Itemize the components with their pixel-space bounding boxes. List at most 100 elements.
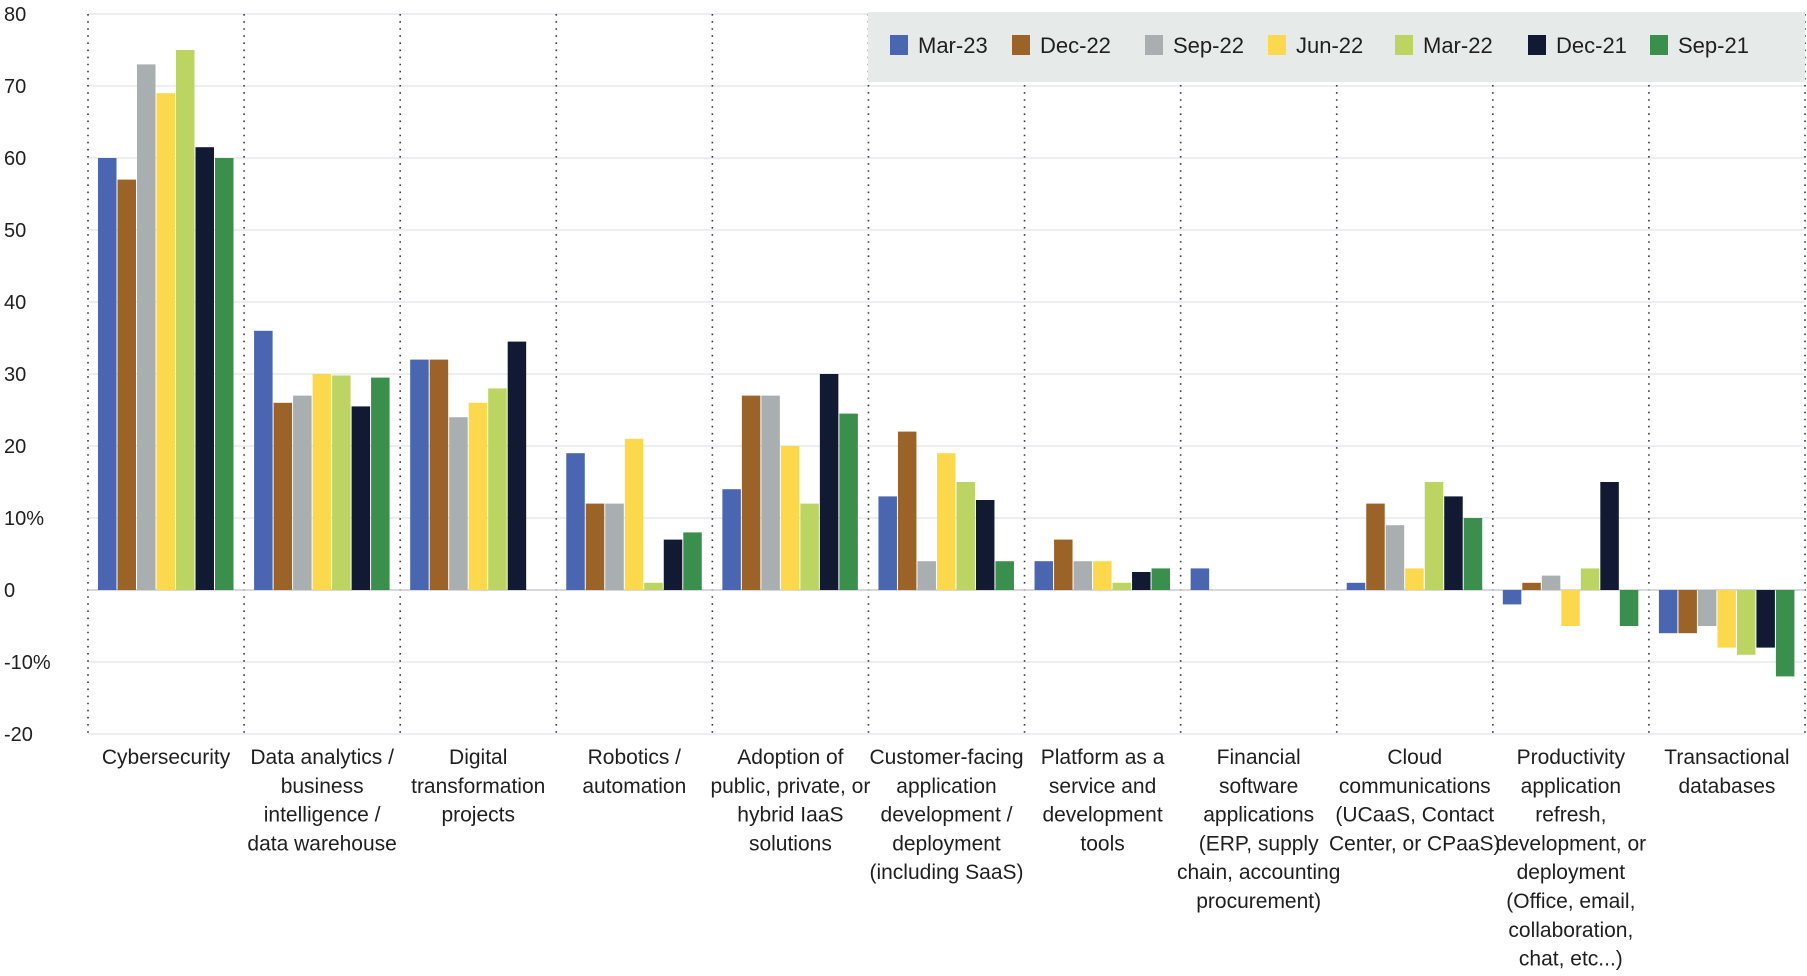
- x-tick-label-line: software: [1219, 775, 1298, 798]
- bar: [137, 64, 156, 590]
- x-tick-label-line: (including SaaS): [869, 861, 1023, 884]
- x-tick-label-line: chat, etc...): [1519, 948, 1623, 971]
- x-tick-label-line: deployment: [892, 832, 1001, 855]
- bar: [917, 561, 936, 590]
- x-tick-label-line: Adoption of: [737, 746, 843, 769]
- legend-swatch: [890, 35, 908, 55]
- bar: [605, 503, 624, 590]
- bar: [1405, 568, 1424, 590]
- bar: [117, 179, 136, 590]
- x-tick-label-line: collaboration,: [1508, 919, 1633, 942]
- legend-swatch: [1145, 35, 1163, 55]
- bar: [566, 453, 585, 590]
- x-tick-label-line: development /: [881, 804, 1013, 827]
- bar: [819, 374, 839, 590]
- y-tick-label: 20: [4, 436, 26, 458]
- bar: [1756, 590, 1775, 648]
- bar: [1580, 568, 1600, 590]
- bar: [897, 431, 917, 590]
- bar: [468, 402, 488, 590]
- bar: [878, 496, 897, 590]
- x-tick-label-line: intelligence /: [264, 804, 381, 827]
- bar: [1697, 590, 1717, 626]
- x-tick-label-line: (ERP, supply: [1199, 832, 1319, 855]
- bar: [975, 500, 995, 590]
- y-tick-label: 70: [4, 76, 26, 98]
- x-tick-label-line: public, private, or: [710, 775, 870, 798]
- y-tick-label: -10%: [4, 652, 51, 674]
- bar: [1463, 518, 1483, 590]
- x-tick-label-line: communications: [1339, 775, 1491, 798]
- x-tick-label: Cybersecurity: [102, 746, 231, 769]
- bar: [1424, 482, 1444, 590]
- y-tick-label: 30: [4, 364, 26, 386]
- bar: [585, 503, 605, 590]
- bar: [1717, 590, 1736, 648]
- y-tick-label: 0: [4, 580, 15, 602]
- legend-label: Dec-22: [1040, 33, 1111, 58]
- bar: [273, 402, 293, 590]
- x-tick-label-line: deployment: [1517, 861, 1626, 884]
- x-tick-label-line: Cloud: [1387, 746, 1442, 769]
- x-tick-label-line: Data analytics /: [250, 746, 394, 769]
- x-tick-label-line: solutions: [749, 832, 832, 855]
- axes: 80 70 60 50 40 30 20 10% 0 -10% -20 Cybersecurity Da…: [4, 4, 1790, 971]
- bar: [312, 374, 332, 590]
- x-tick-label: Customer-facing application development / d…: [869, 746, 1023, 884]
- x-tick-label-line: Customer-facing: [869, 746, 1023, 769]
- x-tick-label-line: Platform as a: [1041, 746, 1165, 769]
- legend-swatch: [1650, 35, 1668, 55]
- bar: [488, 388, 507, 590]
- bar: [1366, 503, 1385, 590]
- x-tick-label-line: service and: [1049, 775, 1156, 798]
- bar: [254, 330, 273, 590]
- legend-label: Mar-22: [1423, 33, 1493, 58]
- x-tick-label-line: projects: [441, 804, 515, 827]
- x-tick-label-line: refresh,: [1535, 804, 1606, 827]
- gridlines: [87, 13, 1806, 735]
- bar: [1073, 561, 1093, 590]
- x-tick-label-line: (UCaaS, Contact: [1335, 804, 1494, 827]
- y-tick-label: 10%: [4, 508, 44, 530]
- bar: [663, 539, 683, 590]
- x-tick-label: Robotics / automation: [582, 746, 686, 798]
- bar: [351, 406, 371, 590]
- y-tick-label: -20: [4, 724, 33, 746]
- x-tick-label-line: data warehouse: [247, 832, 396, 855]
- bar: [956, 482, 975, 590]
- y-tick-label: 80: [4, 4, 26, 26]
- x-tick-label-line: applications: [1203, 804, 1314, 827]
- bar: [936, 453, 956, 590]
- bar: [1034, 561, 1054, 590]
- legend-swatch: [1012, 35, 1030, 55]
- bar: [1132, 572, 1151, 590]
- x-tick-label-line: hybrid IaaS: [737, 804, 843, 827]
- bar: [1561, 590, 1580, 626]
- legend-swatch: [1395, 35, 1413, 55]
- x-tick-label-line: application: [896, 775, 996, 798]
- bar: [995, 561, 1014, 590]
- bar: [507, 341, 527, 590]
- bar: [1522, 582, 1541, 590]
- bar: [1600, 482, 1619, 590]
- x-tick-label-line: business: [281, 775, 364, 798]
- x-tick-label: Data analytics / business intelligence / da…: [247, 746, 396, 855]
- bar: [1385, 525, 1405, 590]
- bar: [1678, 590, 1697, 634]
- bar: [1775, 590, 1795, 677]
- bar: [195, 147, 214, 590]
- bar: [1093, 561, 1112, 590]
- bar: [800, 503, 819, 590]
- x-tick-label-line: development: [1042, 804, 1162, 827]
- bar: [1736, 590, 1756, 655]
- x-tick-label-line: Productivity: [1517, 746, 1626, 769]
- bar: [176, 50, 195, 590]
- x-tick-label: Cloud communications (UCaaS, Contact Center…: [1329, 746, 1501, 855]
- bar: [410, 359, 429, 590]
- bar: [429, 359, 449, 590]
- x-tick-label-line: chain, accounting: [1177, 861, 1340, 884]
- x-tick-label: Financial software applications (ERP, suppl…: [1177, 746, 1340, 913]
- legend-label: Sep-22: [1173, 33, 1244, 58]
